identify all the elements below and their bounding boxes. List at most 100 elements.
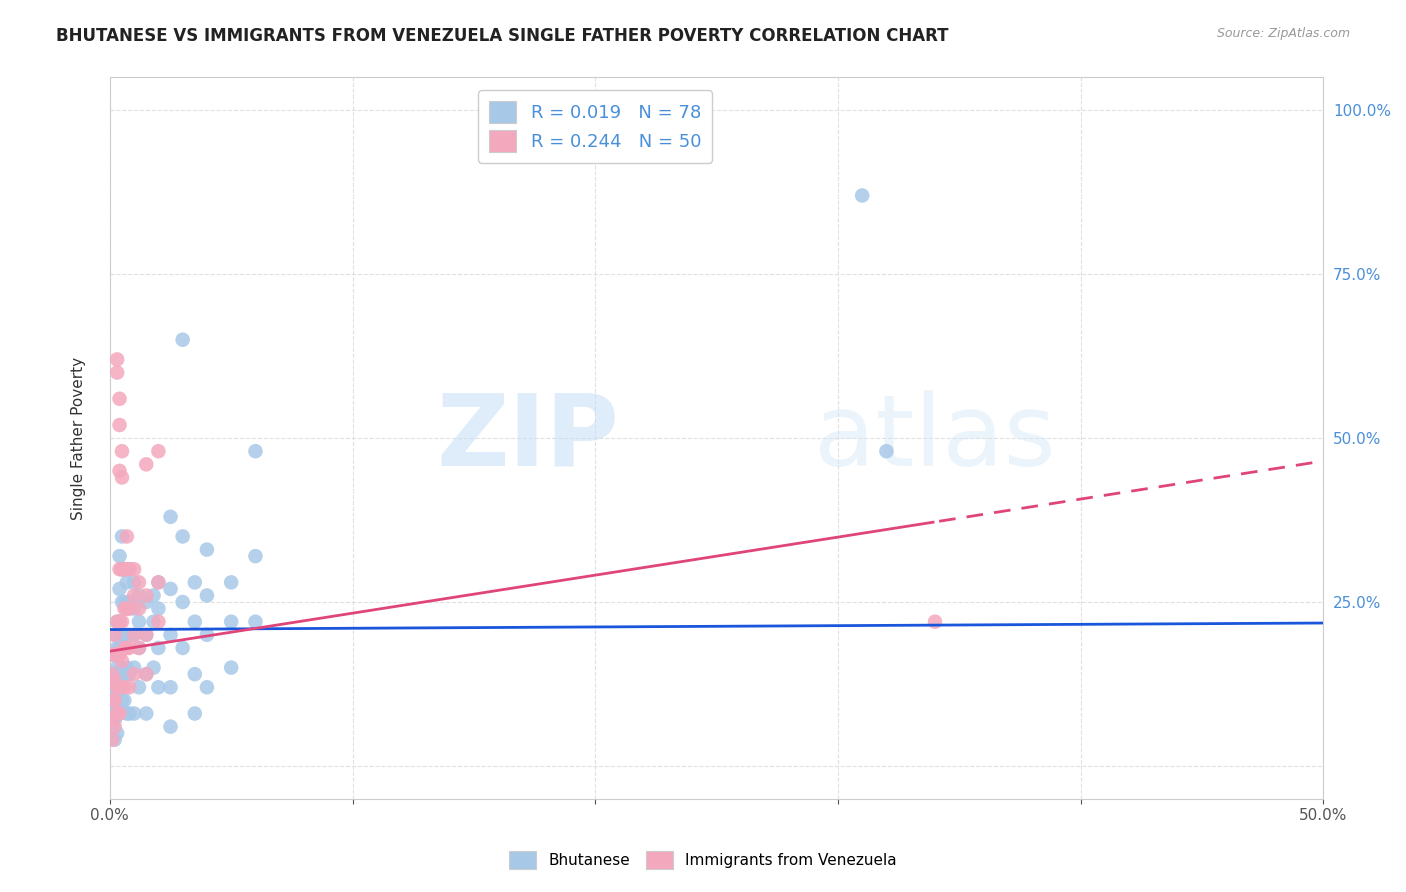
Point	[101, 706, 124, 721]
Point	[122, 562, 145, 576]
Point	[101, 648, 124, 662]
Point	[219, 660, 242, 674]
Point	[195, 589, 218, 603]
Point	[172, 595, 194, 609]
Point	[105, 706, 128, 721]
Text: Source: ZipAtlas.com: Source: ZipAtlas.com	[1216, 27, 1350, 40]
Point	[104, 628, 127, 642]
Point	[104, 673, 127, 688]
Point	[135, 628, 157, 642]
Point	[172, 640, 194, 655]
Point	[128, 680, 150, 694]
Point	[101, 693, 124, 707]
Point	[104, 628, 127, 642]
Point	[122, 589, 145, 603]
Point	[184, 575, 207, 590]
Point	[112, 595, 135, 609]
Point	[108, 648, 131, 662]
Point	[105, 615, 128, 629]
Point	[115, 706, 138, 721]
Point	[111, 654, 134, 668]
Point	[115, 601, 138, 615]
Point	[108, 640, 131, 655]
Point	[245, 549, 267, 563]
Point	[122, 706, 145, 721]
Point	[101, 693, 124, 707]
Point	[105, 615, 128, 629]
Point	[122, 628, 145, 642]
Point	[135, 667, 157, 681]
Point	[115, 562, 138, 576]
Point	[111, 529, 134, 543]
Point	[135, 667, 157, 681]
Legend: R = 0.019   N = 78, R = 0.244   N = 50: R = 0.019 N = 78, R = 0.244 N = 50	[478, 90, 711, 163]
Point	[128, 640, 150, 655]
Point	[184, 706, 207, 721]
Point	[195, 542, 218, 557]
Point	[101, 667, 124, 681]
Point	[184, 615, 207, 629]
Point	[112, 680, 135, 694]
Point	[101, 713, 124, 727]
Point	[118, 667, 141, 681]
Point	[112, 562, 135, 576]
Point	[105, 366, 128, 380]
Point	[108, 549, 131, 563]
Point	[111, 562, 134, 576]
Point	[128, 601, 150, 615]
Point	[104, 667, 127, 681]
Point	[112, 693, 135, 707]
Point	[108, 615, 131, 629]
Point	[118, 640, 141, 655]
Point	[135, 706, 157, 721]
Point	[111, 693, 134, 707]
Point	[159, 582, 181, 596]
Point	[128, 589, 150, 603]
Point	[104, 693, 127, 707]
Point	[924, 615, 946, 629]
Legend: Bhutanese, Immigrants from Venezuela: Bhutanese, Immigrants from Venezuela	[503, 845, 903, 875]
Point	[101, 732, 124, 747]
Point	[105, 706, 128, 721]
Point	[111, 628, 134, 642]
Point	[101, 648, 124, 662]
Point	[105, 680, 128, 694]
Point	[148, 575, 170, 590]
Point	[112, 640, 135, 655]
Point	[148, 640, 170, 655]
Point	[135, 458, 157, 472]
Point	[118, 680, 141, 694]
Point	[105, 680, 128, 694]
Point	[104, 648, 127, 662]
Point	[135, 628, 157, 642]
Point	[101, 667, 124, 681]
Point	[104, 693, 127, 707]
Point	[122, 660, 145, 674]
Point	[159, 720, 181, 734]
Point	[105, 660, 128, 674]
Point	[105, 726, 128, 740]
Point	[115, 628, 138, 642]
Point	[108, 615, 131, 629]
Point	[104, 713, 127, 727]
Point	[101, 680, 124, 694]
Point	[135, 589, 157, 603]
Point	[118, 595, 141, 609]
Text: ZIP: ZIP	[437, 390, 620, 487]
Point	[122, 628, 145, 642]
Point	[142, 660, 165, 674]
Point	[115, 601, 138, 615]
Text: atlas: atlas	[814, 390, 1056, 487]
Point	[112, 667, 135, 681]
Point	[245, 615, 267, 629]
Point	[108, 667, 131, 681]
Point	[172, 333, 194, 347]
Point	[142, 615, 165, 629]
Point	[135, 595, 157, 609]
Point	[112, 628, 135, 642]
Point	[112, 562, 135, 576]
Point	[128, 615, 150, 629]
Point	[104, 720, 127, 734]
Point	[108, 706, 131, 721]
Point	[105, 352, 128, 367]
